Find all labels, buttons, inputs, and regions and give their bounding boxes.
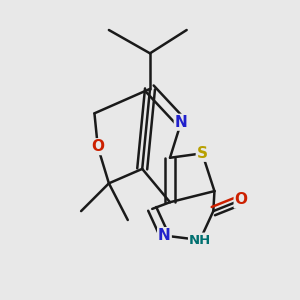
Text: NH: NH: [189, 233, 211, 247]
Text: O: O: [235, 193, 248, 208]
Text: N: N: [158, 228, 171, 243]
Text: O: O: [91, 139, 104, 154]
Text: N: N: [175, 115, 188, 130]
Text: S: S: [197, 146, 208, 161]
